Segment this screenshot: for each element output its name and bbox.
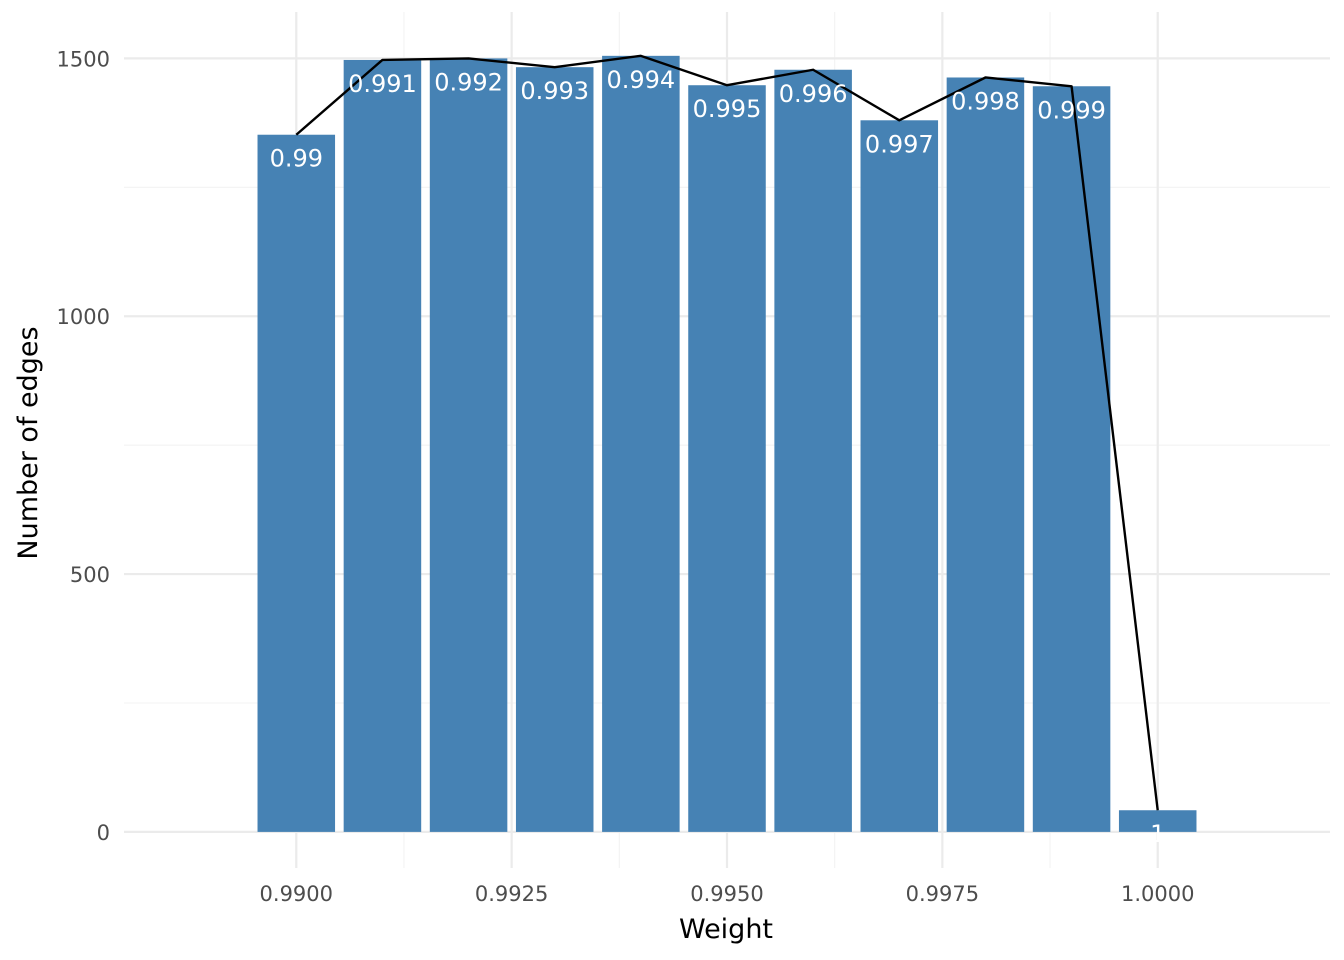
bar [343, 59, 422, 832]
x-axis-title: Weight [679, 914, 773, 945]
bar-label: 0.992 [434, 68, 503, 96]
y-axis-title: Number of edges [13, 326, 44, 559]
bar-label: 0.996 [779, 80, 848, 108]
trend-line [295, 54, 1159, 811]
bar-label: 0.997 [865, 130, 934, 158]
bar [1118, 810, 1197, 832]
bars [257, 55, 1197, 832]
x-tick-label: 0.9900 [260, 882, 333, 906]
bar [515, 67, 594, 832]
y-tick-label: 1000 [57, 305, 110, 329]
bar [946, 77, 1025, 832]
bar-label: 0.993 [520, 77, 589, 105]
bar-label: 0.999 [1037, 96, 1106, 124]
y-tick-label: 500 [70, 563, 110, 587]
y-tick-label: 0 [97, 821, 110, 845]
bar [602, 55, 680, 832]
bar-label: 0.998 [951, 87, 1020, 115]
x-tick-label: 0.9925 [475, 882, 548, 906]
x-tick-label: 0.9975 [906, 882, 979, 906]
y-tick-label: 1500 [57, 47, 110, 71]
bar-label: 0.994 [606, 66, 675, 94]
bar-label: 1 [1150, 820, 1165, 848]
bar [257, 134, 336, 832]
bar [429, 58, 508, 832]
bar-label: 0.991 [348, 70, 417, 98]
y-axis-tick-labels: 0 500 1000 1500 [57, 47, 110, 844]
bar-labels: 0.99 0.991 0.992 0.993 0.994 0.995 0.996 0.997 0… [270, 66, 1166, 848]
x-axis-tick-labels: 0.9900 0.9925 0.9950 0.9975 1.0000 [260, 882, 1195, 906]
bar [1032, 86, 1111, 832]
x-tick-label: 1.0000 [1121, 882, 1194, 906]
bar-label: 0.99 [270, 145, 323, 173]
bar [688, 85, 766, 832]
bar [860, 120, 939, 832]
bar [774, 69, 852, 832]
bar-label: 0.995 [693, 95, 762, 123]
x-tick-label: 0.9950 [690, 882, 763, 906]
trend-polyline [295, 54, 1159, 811]
